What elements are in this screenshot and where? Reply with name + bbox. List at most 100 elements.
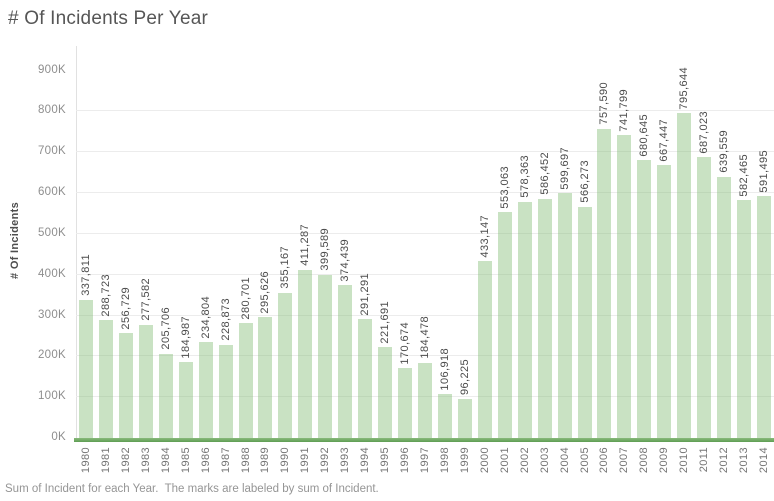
x-tick-label-2004: 2004 bbox=[558, 447, 571, 474]
x-tick-label-1986: 1986 bbox=[199, 447, 212, 474]
bar-value-label-2012: 639,559 bbox=[718, 130, 731, 173]
y-tick-label-900K: 900K bbox=[37, 63, 66, 76]
bar-value-label-1993: 374,439 bbox=[339, 238, 352, 282]
x-tick-label-1987: 1987 bbox=[219, 447, 232, 474]
caption: Sum of Incident for each Year. The marks… bbox=[5, 483, 379, 495]
y-tick-label-100K: 100K bbox=[37, 390, 66, 403]
bar-value-label-2006: 757,590 bbox=[598, 82, 611, 125]
bar-1988[interactable] bbox=[238, 323, 253, 438]
bar-value-label-1995: 221,691 bbox=[379, 300, 392, 344]
x-tick-label-1981: 1981 bbox=[99, 447, 112, 474]
bar-value-label-1996: 170,674 bbox=[399, 321, 412, 365]
bar-2008[interactable] bbox=[637, 160, 652, 438]
x-axis-baseline bbox=[74, 438, 774, 442]
bar-value-label-2002: 578,363 bbox=[518, 155, 531, 198]
bar-1987[interactable] bbox=[218, 344, 233, 438]
x-tick-label-2000: 2000 bbox=[478, 447, 491, 474]
gridline-700k bbox=[76, 151, 774, 153]
bar-1993[interactable] bbox=[338, 285, 353, 438]
x-tick-label-1998: 1998 bbox=[438, 447, 451, 474]
bar-2014[interactable] bbox=[757, 196, 772, 438]
bar-1984[interactable] bbox=[158, 354, 173, 438]
bar-value-label-1999: 96,225 bbox=[458, 358, 471, 395]
x-tick-label-1983: 1983 bbox=[139, 447, 152, 474]
gridline-800k bbox=[76, 110, 774, 112]
x-tick-label-2012: 2012 bbox=[718, 447, 731, 474]
bar-1983[interactable] bbox=[138, 324, 153, 438]
bar-1986[interactable] bbox=[198, 342, 213, 438]
y-axis-line bbox=[76, 46, 77, 438]
bar-value-label-1984: 205,706 bbox=[159, 307, 172, 351]
bar-1995[interactable] bbox=[378, 347, 393, 438]
x-tick-label-2005: 2005 bbox=[578, 447, 591, 474]
bar-2002[interactable] bbox=[517, 201, 532, 438]
bar-value-label-1982: 256,729 bbox=[119, 286, 132, 330]
bar-1999[interactable] bbox=[457, 398, 472, 438]
bar-2004[interactable] bbox=[557, 193, 572, 438]
bar-value-label-2003: 586,452 bbox=[538, 151, 551, 195]
bar-value-label-2011: 687,023 bbox=[698, 110, 711, 154]
bar-2001[interactable] bbox=[497, 212, 512, 438]
y-tick-label-300K: 300K bbox=[37, 308, 66, 321]
bar-2000[interactable] bbox=[477, 261, 492, 438]
x-tick-label-1996: 1996 bbox=[399, 447, 412, 474]
y-tick-label-200K: 200K bbox=[37, 349, 66, 362]
y-tick-label-0K: 0K bbox=[51, 431, 66, 443]
x-tick-label-1992: 1992 bbox=[319, 447, 332, 474]
bar-value-label-2010: 795,644 bbox=[678, 66, 691, 110]
bar-value-label-1989: 295,626 bbox=[259, 270, 272, 314]
x-tick-label-1991: 1991 bbox=[299, 447, 312, 474]
y-tick-label-700K: 700K bbox=[37, 145, 66, 158]
bar-1989[interactable] bbox=[258, 317, 273, 438]
bar-1991[interactable] bbox=[298, 270, 313, 438]
gridline-400k bbox=[76, 273, 774, 275]
bar-1996[interactable] bbox=[398, 368, 413, 438]
x-tick-label-2009: 2009 bbox=[658, 447, 671, 474]
x-tick-label-1997: 1997 bbox=[419, 447, 431, 474]
bar-2007[interactable] bbox=[617, 135, 632, 438]
bar-value-label-1985: 184,987 bbox=[179, 315, 192, 359]
x-tick-label-1993: 1993 bbox=[339, 447, 352, 474]
x-tick-label-1988: 1988 bbox=[239, 447, 252, 474]
x-tick-label-2003: 2003 bbox=[538, 447, 551, 474]
y-tick-label-600K: 600K bbox=[37, 186, 66, 198]
bar-2011[interactable] bbox=[697, 157, 712, 438]
bar-value-label-2001: 553,063 bbox=[498, 165, 511, 209]
y-tick-label-800K: 800K bbox=[37, 104, 66, 117]
bar-2003[interactable] bbox=[537, 198, 552, 438]
bar-1990[interactable] bbox=[278, 292, 293, 438]
bar-value-label-1991: 411,287 bbox=[299, 224, 312, 267]
x-tick-label-2001: 2001 bbox=[498, 447, 511, 474]
bar-value-label-1997: 184,478 bbox=[419, 316, 431, 359]
bar-2012[interactable] bbox=[717, 176, 732, 438]
bar-1981[interactable] bbox=[98, 320, 113, 438]
bar-1992[interactable] bbox=[318, 274, 333, 438]
x-tick-label-1999: 1999 bbox=[458, 447, 471, 474]
x-tick-label-1995: 1995 bbox=[379, 447, 392, 474]
bar-1997[interactable] bbox=[418, 362, 432, 438]
bar-value-label-1987: 228,873 bbox=[219, 297, 232, 341]
gridline-500k bbox=[76, 232, 774, 234]
bar-1980[interactable] bbox=[78, 300, 93, 438]
x-tick-label-2002: 2002 bbox=[518, 447, 531, 474]
bar-1994[interactable] bbox=[358, 319, 373, 438]
bar-2006[interactable] bbox=[597, 128, 612, 438]
bar-value-label-1981: 288,723 bbox=[99, 273, 112, 317]
bar-2010[interactable] bbox=[677, 113, 692, 438]
bar-1982[interactable] bbox=[118, 333, 133, 438]
bar-2005[interactable] bbox=[577, 206, 592, 438]
bar-value-label-2000: 433,147 bbox=[478, 214, 491, 258]
x-tick-label-2014: 2014 bbox=[758, 447, 771, 474]
x-tick-label-2011: 2011 bbox=[698, 447, 711, 473]
bar-2009[interactable] bbox=[657, 165, 672, 438]
bar-1985[interactable] bbox=[178, 362, 193, 438]
x-tick-label-1989: 1989 bbox=[259, 447, 272, 474]
x-tick-label-1984: 1984 bbox=[159, 447, 172, 474]
x-tick-label-2008: 2008 bbox=[638, 447, 651, 474]
bar-value-label-1998: 106,918 bbox=[438, 347, 451, 391]
bar-1998[interactable] bbox=[437, 394, 452, 438]
bar-value-label-1980: 337,811 bbox=[79, 254, 92, 297]
bar-value-label-1992: 399,589 bbox=[319, 228, 332, 271]
bar-2013[interactable] bbox=[737, 200, 752, 438]
